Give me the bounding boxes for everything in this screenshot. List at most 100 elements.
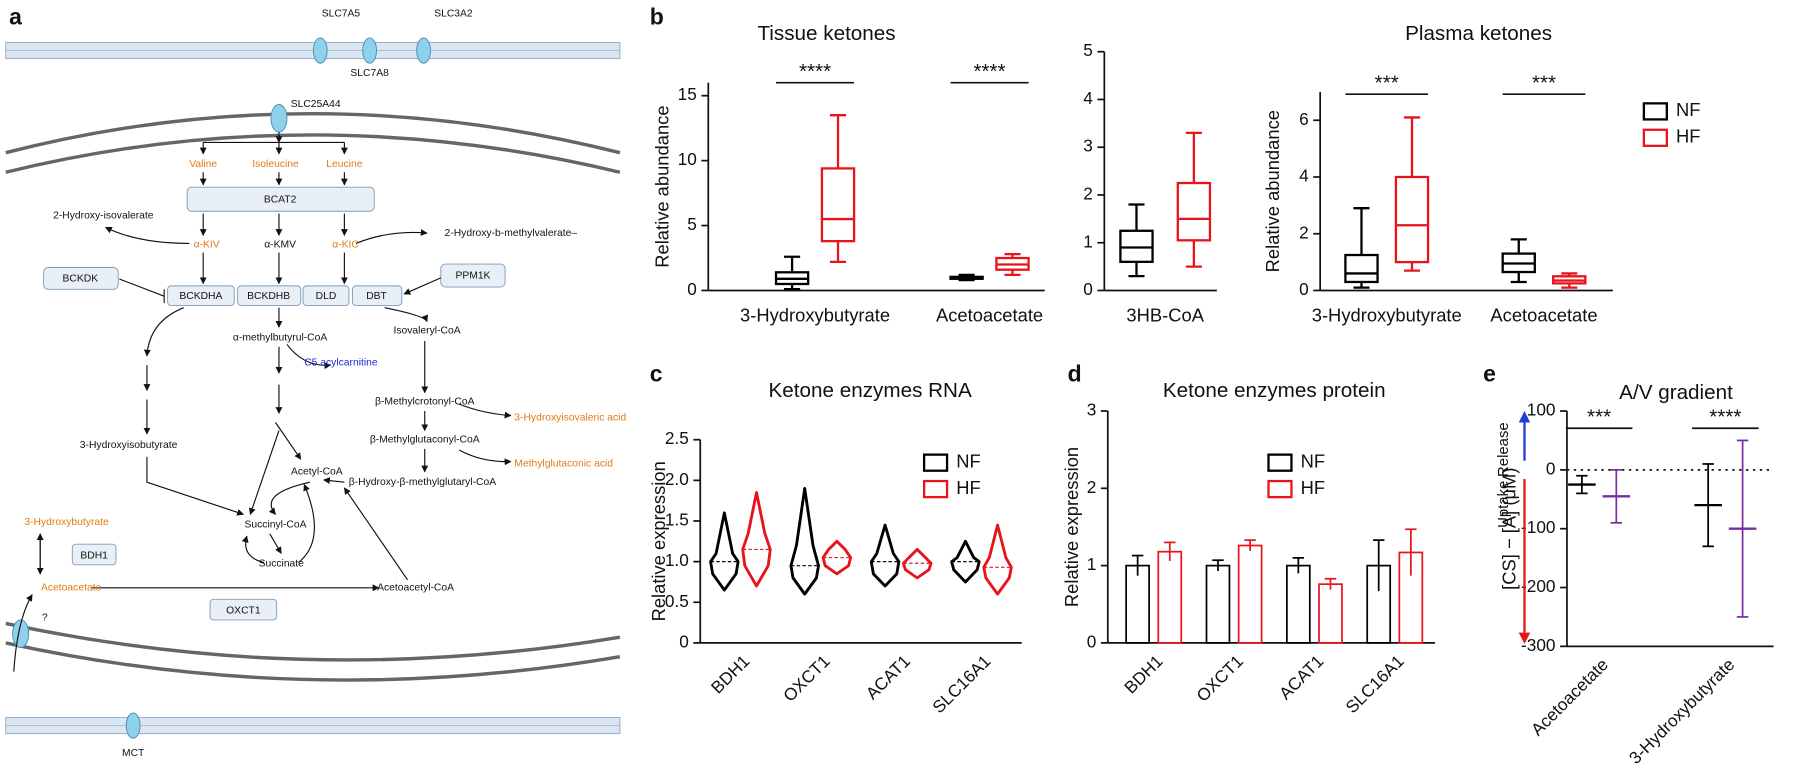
violin [821, 539, 853, 576]
y-tick-label: 5 [1083, 40, 1093, 60]
chart-title: Plasma ketones [1405, 22, 1552, 45]
bar [1318, 583, 1343, 644]
box [1344, 253, 1379, 284]
x-tick-label: 3HB-CoA [1126, 305, 1204, 326]
x-tick-label: OXCT1 [1192, 651, 1247, 706]
chart: 0 1 2 3 4 5 3HB-CoA [1083, 40, 1217, 326]
bar [1237, 544, 1263, 644]
diagram-labels: SLC7A5 SLC7A8 SLC3A2 SLC25A44 Valine Iso… [24, 9, 626, 759]
enzyme-label: DLD [316, 291, 337, 302]
transporter-label: MCT [122, 748, 145, 759]
pathway-diagram [5, 37, 621, 739]
transporter-label: SLC7A8 [350, 68, 389, 79]
metabolite-label: Isovaleryl-CoA [393, 325, 460, 336]
box [1119, 229, 1154, 263]
significance-label: *** [1587, 405, 1611, 428]
y-tick-label: 2 [1083, 184, 1093, 204]
legend-swatch [1642, 128, 1668, 147]
panel-label: e [1483, 360, 1496, 386]
annotation: Uptake [1495, 481, 1512, 528]
legend-swatch [1642, 102, 1668, 121]
y-axis-label: Relative abundance [651, 105, 672, 267]
box [1176, 181, 1212, 242]
y-tick-label: 1 [1087, 554, 1097, 574]
violin [902, 548, 933, 580]
y-tick-label: -300 [1521, 635, 1555, 655]
panel-label: d [1068, 360, 1082, 386]
y-tick-label: 0 [1299, 279, 1309, 299]
y-tick-label: 4 [1083, 88, 1093, 108]
y-tick-label: 10 [678, 149, 697, 169]
bar [1125, 564, 1150, 644]
y-tick-label: 1.0 [665, 550, 689, 570]
legend-label: HF [1676, 126, 1700, 147]
bar [1205, 564, 1231, 644]
significance-label: *** [1532, 71, 1556, 94]
chart-title: Tissue ketones [757, 22, 895, 45]
chart-title: Ketone enzymes RNA [769, 379, 972, 402]
metabolite-label: Acetyl-CoA [291, 467, 343, 478]
y-tick-label: 4 [1299, 166, 1309, 186]
metabolite-label: β-Methylglutaconyl-CoA [370, 434, 480, 445]
y-axis-label: [CS] − [A] (μM) [1499, 468, 1520, 590]
box [820, 167, 856, 243]
metabolite-label: Isoleucine [252, 159, 299, 170]
y-tick-label: -200 [1521, 576, 1555, 596]
chart: -300 -200 -100 0 100 Acetoacetate 3-Hydroxybut… [1495, 381, 1774, 768]
panel-label: a [9, 3, 22, 29]
violin [869, 523, 901, 588]
x-tick-label: SLC16A1 [928, 651, 994, 717]
y-tick-label: 15 [678, 84, 697, 104]
metabolite-label: 2-Hydroxy-b-methylvalerate– [445, 228, 578, 239]
significance-label: **** [973, 60, 1005, 83]
violin [741, 491, 772, 588]
panel-label: c [650, 360, 663, 386]
y-tick-label: 1 [1083, 231, 1093, 251]
enzyme-label: DBT [366, 291, 387, 302]
metabolite-label: Succinate [259, 558, 305, 569]
x-tick-label: 3-Hydroxybutyrate [1312, 305, 1462, 326]
bar [1286, 564, 1311, 644]
bar [1157, 550, 1183, 644]
chart: 0 2 4 6 3-Hydroxybutyrate Acetoacetate Plasma … [1262, 22, 1700, 326]
x-tick-label: ACAT1 [1275, 651, 1327, 703]
metabolite-label: α-KMV [264, 239, 296, 250]
metabolite-label: α-methylbutyrul-CoA [233, 332, 327, 343]
x-tick-label: BDH1 [1120, 651, 1167, 698]
y-tick-label: 2 [1087, 477, 1097, 497]
metabolite-label: Succinyl-CoA [245, 519, 307, 530]
violin [709, 511, 740, 592]
legend-swatch [1267, 479, 1293, 499]
enzyme-label: BDH1 [80, 550, 108, 561]
metabolite-label: C5 acylcarnitine [304, 358, 378, 369]
y-tick-label: 0 [1083, 279, 1093, 299]
legend-swatch [1267, 453, 1293, 472]
legend-swatch [922, 479, 949, 499]
enzyme-label: BCKDHB [247, 291, 290, 302]
transporter-label: SLC3A2 [434, 9, 473, 20]
release-arrowhead [1518, 411, 1531, 423]
metabolite-label: Valine [189, 159, 217, 170]
y-tick-label: 2.5 [665, 428, 689, 448]
legend-label: HF [1301, 477, 1325, 498]
violin [950, 539, 981, 584]
transporter-label: SLC25A44 [291, 99, 341, 110]
violin [982, 523, 1013, 596]
y-tick-label: 0 [1087, 631, 1097, 651]
enzyme-label: PPM1K [455, 270, 490, 281]
x-tick-label: Acetoacetate [1490, 305, 1597, 326]
y-tick-label: 2.0 [665, 469, 689, 489]
y-axis-label: Relative expression [1061, 447, 1082, 607]
y-tick-label: 0 [1546, 458, 1556, 478]
annotation: Release [1495, 422, 1512, 477]
y-tick-label: 6 [1299, 109, 1309, 129]
y-tick-label: -100 [1521, 517, 1555, 537]
metabolite-label: 2-Hydroxy-isovalerate [53, 211, 154, 222]
y-tick-label: 0.5 [665, 591, 689, 611]
x-tick-label: SLC16A1 [1341, 651, 1407, 717]
chart-title: Ketone enzymes protein [1163, 379, 1386, 402]
enzyme-label: BCKDK [63, 274, 99, 285]
y-tick-label: 100 [1527, 400, 1556, 420]
y-tick-label: 2 [1299, 222, 1309, 242]
